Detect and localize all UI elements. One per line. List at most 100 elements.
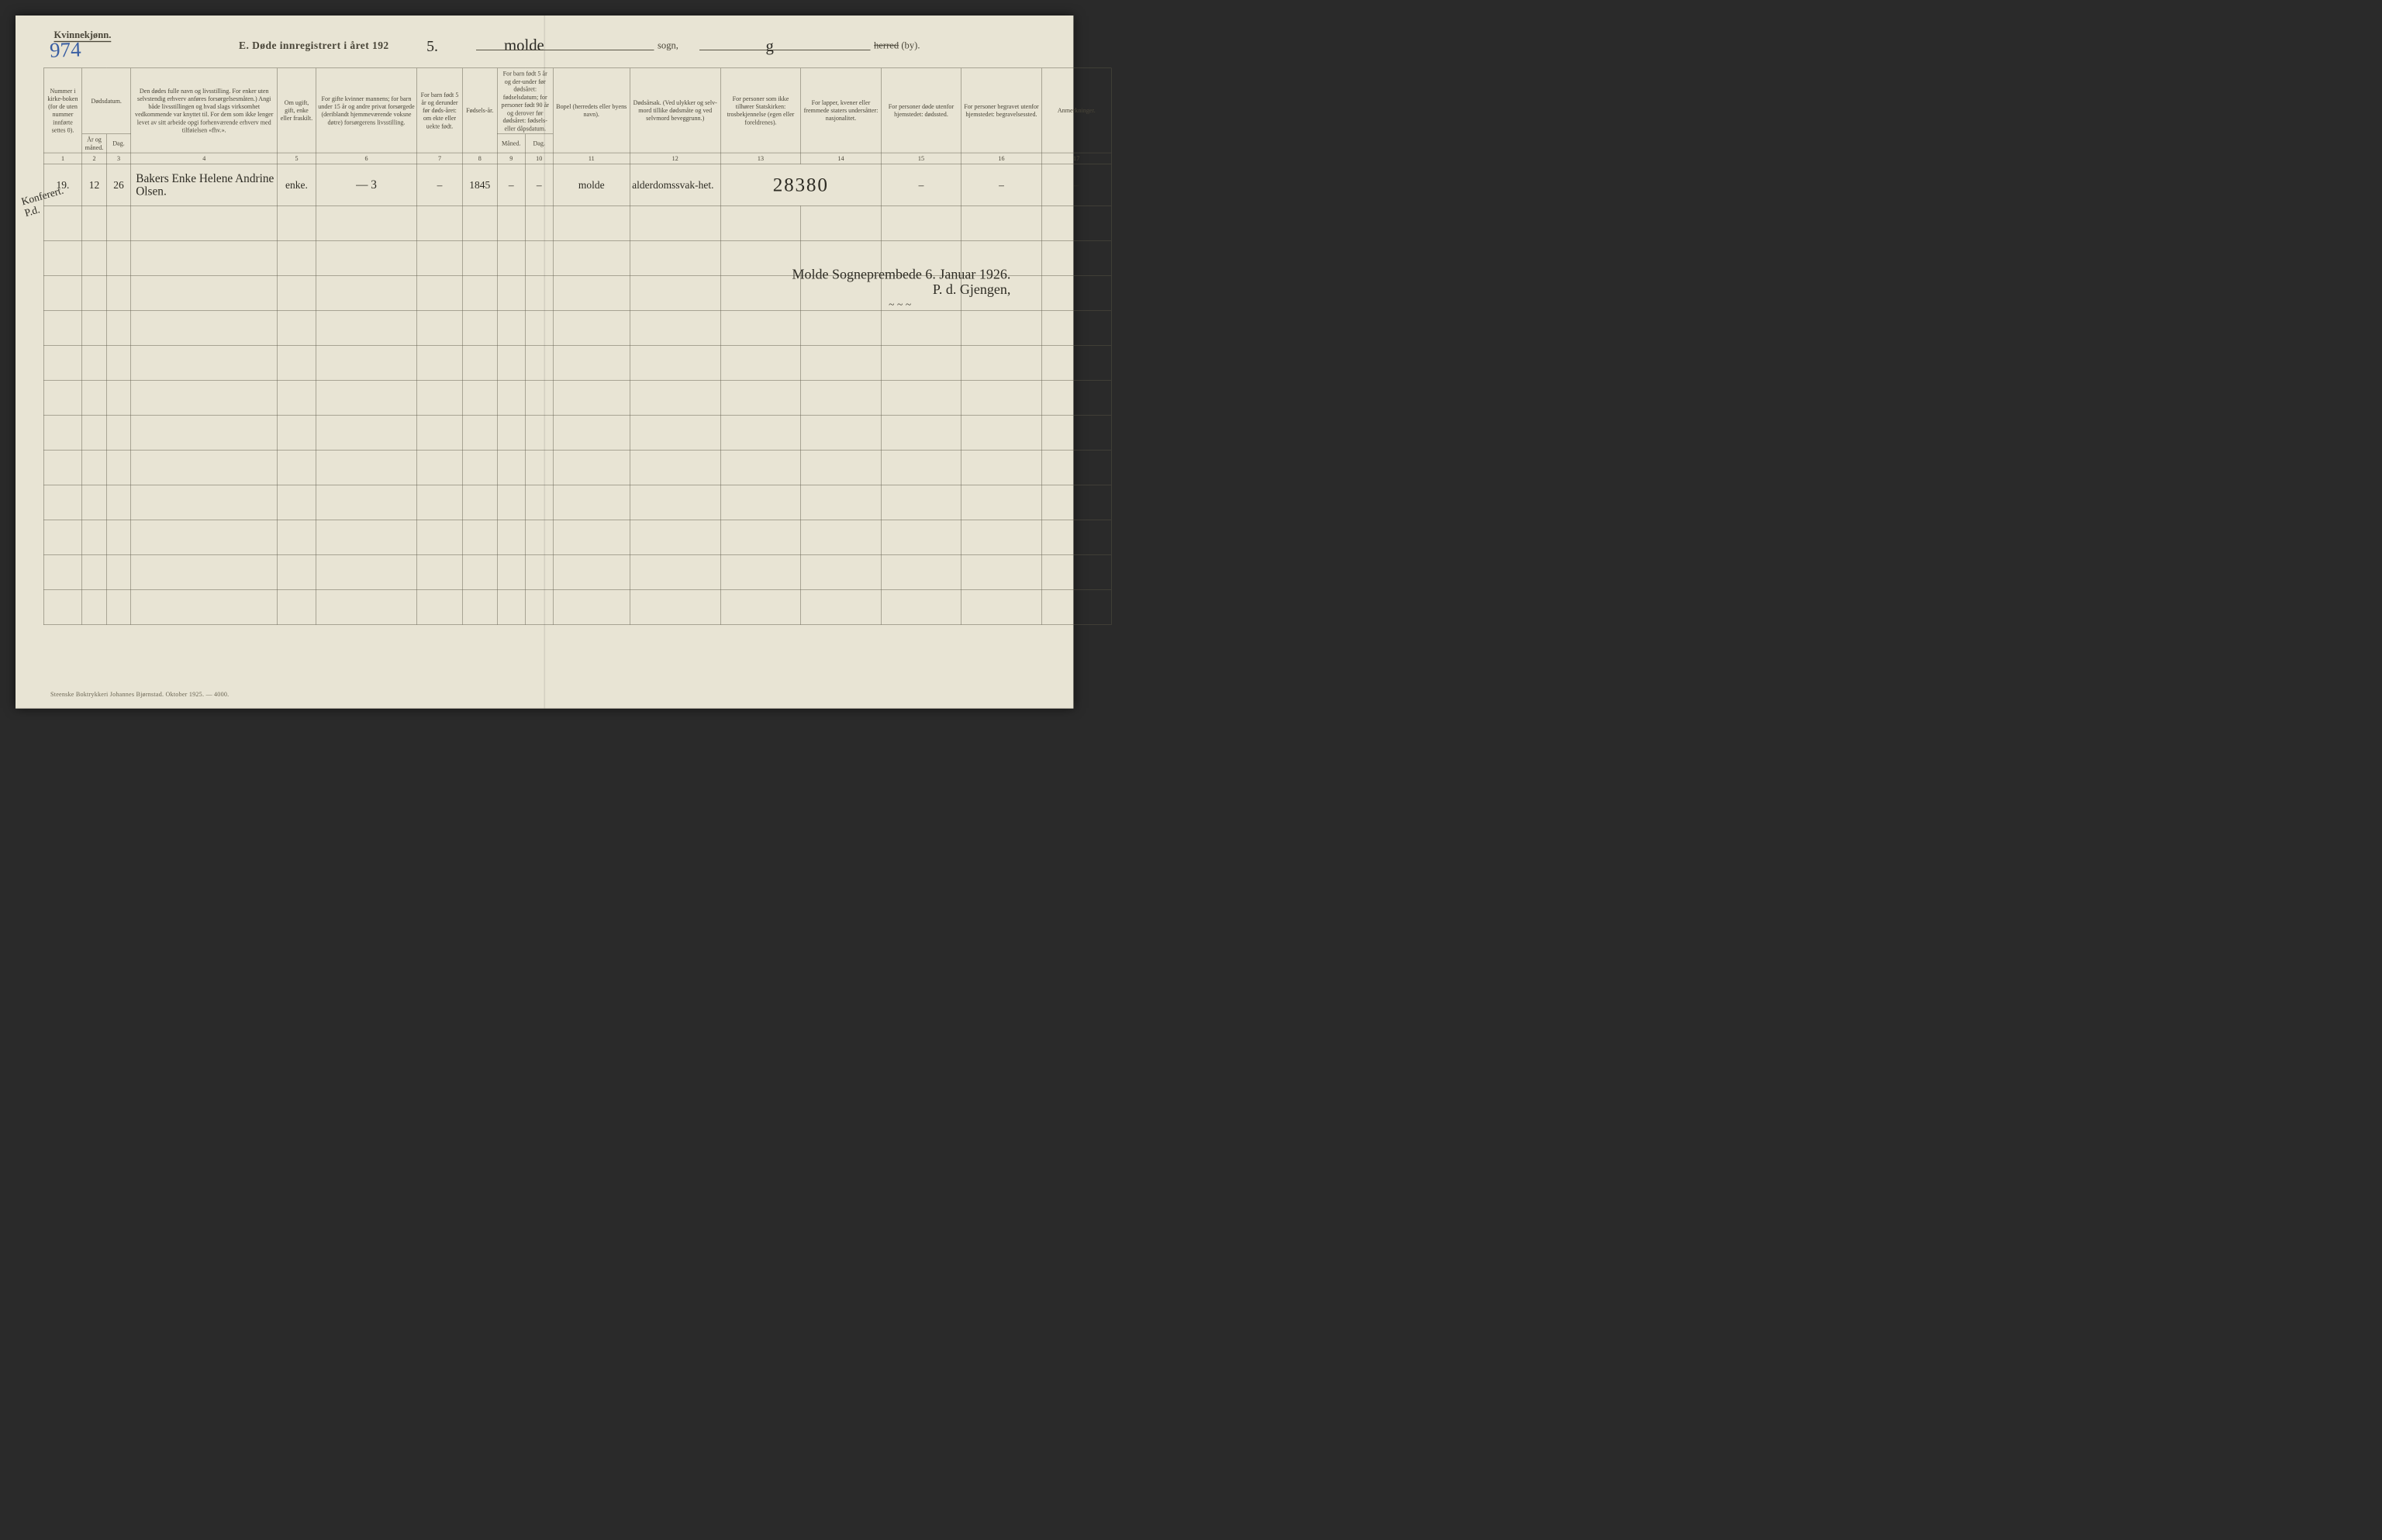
- colnum-12: 12: [630, 153, 720, 164]
- cell-15: –: [881, 164, 961, 205]
- cell-empty: [106, 310, 130, 345]
- cell-empty: [462, 589, 497, 624]
- cell-8: 1845: [462, 164, 497, 205]
- cell-empty: [497, 520, 525, 554]
- cell-empty: [417, 345, 463, 380]
- cell-12: alderdomssvak-het.: [630, 164, 720, 205]
- cell-empty: [43, 310, 82, 345]
- cell-empty: [497, 554, 525, 589]
- signature-block: Molde Sogneprembede 6. Januar 1926. P. d…: [792, 267, 1010, 311]
- cell-empty: [497, 205, 525, 240]
- cell-empty: [462, 345, 497, 380]
- cell-empty: [106, 345, 130, 380]
- col-14-head: For lapper, kvener eller fremmede stater…: [801, 68, 882, 153]
- cell-empty: [316, 589, 417, 624]
- cell-empty: [630, 275, 720, 310]
- cell-empty: [630, 310, 720, 345]
- cell-empty: [316, 554, 417, 589]
- cell-empty: [881, 520, 961, 554]
- cell-empty: [417, 415, 463, 450]
- cell-13-14: 28380: [720, 164, 881, 205]
- cell-empty: [720, 485, 801, 520]
- col-17-head: Anmerkninger.: [1041, 68, 1111, 153]
- cell-empty: [497, 240, 525, 275]
- cell-empty: [462, 450, 497, 485]
- cell-empty: [553, 485, 630, 520]
- cell-empty: [43, 485, 82, 520]
- cell-empty: [278, 275, 316, 310]
- cell-empty: [525, 275, 553, 310]
- cell-17: –: [1041, 164, 1111, 205]
- cell-empty: [497, 345, 525, 380]
- cell-empty: [801, 310, 882, 345]
- cell-empty: [82, 240, 107, 275]
- form-header: Kvinnekjønn. 974 E. Døde innregistrert i…: [43, 29, 1056, 59]
- cell-empty: [462, 485, 497, 520]
- colnum-5: 5: [278, 153, 316, 164]
- cell-empty: [497, 380, 525, 415]
- herred-suffix: (by).: [899, 40, 920, 51]
- cell-empty: [961, 345, 1042, 380]
- cell-empty: [417, 520, 463, 554]
- colnum-2: 2: [82, 153, 107, 164]
- cell-empty: [497, 485, 525, 520]
- cell-empty: [417, 380, 463, 415]
- cell-empty: [417, 589, 463, 624]
- cell-empty: [106, 450, 130, 485]
- cell-empty: [630, 415, 720, 450]
- cell-16: –: [961, 164, 1042, 205]
- cell-empty: [131, 589, 278, 624]
- cell-empty: [630, 589, 720, 624]
- cell-empty: [82, 380, 107, 415]
- cell-empty: [881, 485, 961, 520]
- cell-empty: [462, 520, 497, 554]
- cell-empty: [881, 415, 961, 450]
- colnum-11: 11: [553, 153, 630, 164]
- cell-empty: [106, 275, 130, 310]
- cell-empty: [316, 450, 417, 485]
- cell-empty: [630, 240, 720, 275]
- cell-empty: [720, 450, 801, 485]
- cell-empty: [82, 205, 107, 240]
- cell-empty: [630, 554, 720, 589]
- cell-empty: [462, 310, 497, 345]
- cell-empty: [881, 205, 961, 240]
- cell-empty: [553, 310, 630, 345]
- cell-empty: [961, 520, 1042, 554]
- cell-empty: [278, 554, 316, 589]
- cell-6: — 3: [316, 164, 417, 205]
- cell-empty: [131, 415, 278, 450]
- cell-empty: [553, 275, 630, 310]
- cell-empty: [316, 345, 417, 380]
- cell-empty: [801, 205, 882, 240]
- cell-empty: [1041, 275, 1111, 310]
- cell-empty: [961, 485, 1042, 520]
- cell-empty: [1041, 240, 1111, 275]
- cell-empty: [43, 240, 82, 275]
- table-body: 19.1226Bakers Enke Helene Andrine Olsen.…: [43, 164, 1111, 624]
- cell-empty: [316, 415, 417, 450]
- cell-empty: [553, 554, 630, 589]
- cell-empty: [43, 520, 82, 554]
- cell-empty: [82, 485, 107, 520]
- cell-empty: [106, 415, 130, 450]
- cell-empty: [278, 380, 316, 415]
- col-9-10-group: For barn født 5 år og der-under før døds…: [497, 68, 553, 134]
- cell-empty: [417, 485, 463, 520]
- cell-empty: [497, 589, 525, 624]
- cell-empty: [525, 554, 553, 589]
- table-row: [43, 380, 1111, 415]
- cell-empty: [131, 310, 278, 345]
- cell-empty: [82, 450, 107, 485]
- table-row: [43, 205, 1111, 240]
- colnum-10: 10: [525, 153, 553, 164]
- cell-empty: [131, 240, 278, 275]
- cell-empty: [43, 345, 82, 380]
- table-row: [43, 310, 1111, 345]
- cell-empty: [417, 450, 463, 485]
- cell-empty: [1041, 380, 1111, 415]
- cell-empty: [131, 450, 278, 485]
- title-year-handwritten: 5.: [426, 37, 438, 55]
- col-6-head: For gifte kvinner mannens; for barn unde…: [316, 68, 417, 153]
- col-1-head: Nummer i kirke-boken (for de uten nummer…: [43, 68, 82, 153]
